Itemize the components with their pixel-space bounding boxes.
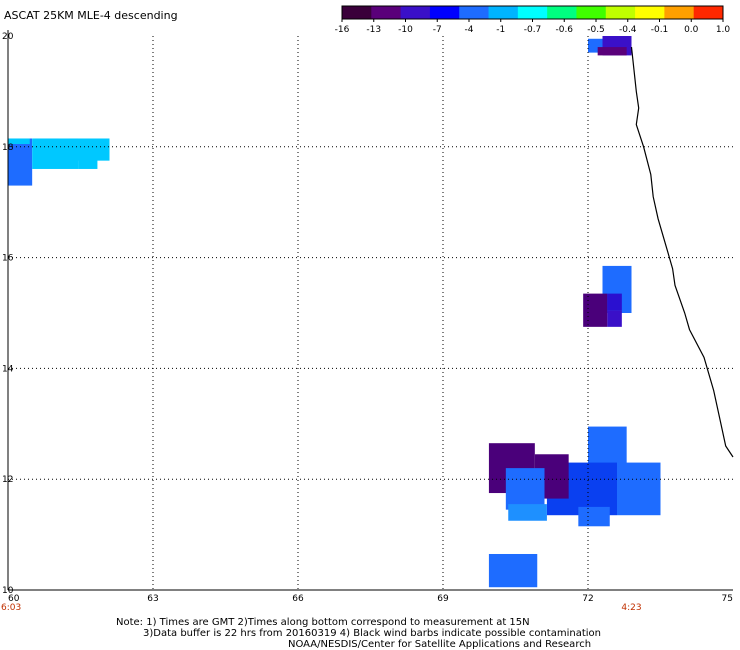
time-label: 6:03 xyxy=(1,603,21,613)
colorbar-swatch xyxy=(371,6,402,19)
colorbar-label: -10 xyxy=(398,25,413,35)
colorbar-swatch xyxy=(517,6,548,19)
colorbar-label: -1 xyxy=(496,25,505,35)
wind-cell xyxy=(617,462,661,516)
colorbar-label: -0.4 xyxy=(619,25,637,35)
colorbar-swatch xyxy=(576,6,607,19)
x-tick-label: 69 xyxy=(437,594,449,604)
x-tick-label: 63 xyxy=(147,594,158,604)
colorbar-label: -0.5 xyxy=(587,25,605,35)
wind-cell xyxy=(8,138,30,145)
wind-cell xyxy=(607,293,622,311)
colorbar-label: -0.6 xyxy=(555,25,573,35)
y-tick-label: 14 xyxy=(2,364,14,374)
colorbar-label: -0.7 xyxy=(524,25,542,35)
wind-cell xyxy=(34,138,59,145)
wind-cell xyxy=(597,47,627,56)
time-label: 4:23 xyxy=(621,603,641,613)
note-line-2: 3)Data buffer is 22 hrs from 20160319 4)… xyxy=(143,628,601,639)
x-tick-label: 72 xyxy=(582,594,593,604)
coastline xyxy=(630,47,734,458)
colorbar-label: -0.1 xyxy=(651,25,669,35)
note-line-1: Note: 1) Times are GMT 2)Times along bot… xyxy=(116,617,530,628)
wind-cell xyxy=(508,504,547,521)
x-tick-label: 75 xyxy=(722,594,733,604)
colorbar-swatch xyxy=(635,6,665,19)
colorbar-label: 0.0 xyxy=(684,25,699,35)
x-tick-label: 66 xyxy=(292,594,304,604)
wind-cell xyxy=(505,468,545,510)
wind-cell xyxy=(68,138,110,161)
y-tick-label: 16 xyxy=(2,254,14,264)
x-tick-label: 60 xyxy=(8,594,20,604)
colorbar-swatch xyxy=(693,6,724,19)
y-tick-label: 12 xyxy=(2,475,13,485)
map-title: ASCAT 25KM MLE-4 descending xyxy=(4,9,178,22)
colorbar-swatch xyxy=(605,6,636,19)
wind-cell xyxy=(607,310,622,327)
colorbar-label: -13 xyxy=(366,25,381,35)
colorbar-swatch xyxy=(488,6,519,19)
colorbar-label: 1.0 xyxy=(716,25,731,35)
y-tick-label: 18 xyxy=(2,143,14,153)
colorbar-label: -4 xyxy=(465,25,474,35)
wind-cell xyxy=(488,553,538,588)
colorbar-swatch xyxy=(342,6,372,19)
colorbar-swatch xyxy=(459,6,490,19)
colorbar-swatch xyxy=(400,6,431,19)
y-tick-label: 20 xyxy=(2,32,14,42)
note-line-3: NOAA/NESDIS/Center for Satellite Applica… xyxy=(288,639,592,650)
colorbar-label: -7 xyxy=(433,25,442,35)
colorbar-swatch xyxy=(664,6,695,19)
y-tick-label: 10 xyxy=(2,586,14,596)
wind-cell xyxy=(583,293,608,327)
wind-cell xyxy=(578,506,610,527)
colorbar-swatch xyxy=(547,6,577,19)
colorbar-label: -16 xyxy=(335,25,350,35)
colorbar-swatch xyxy=(429,6,460,19)
